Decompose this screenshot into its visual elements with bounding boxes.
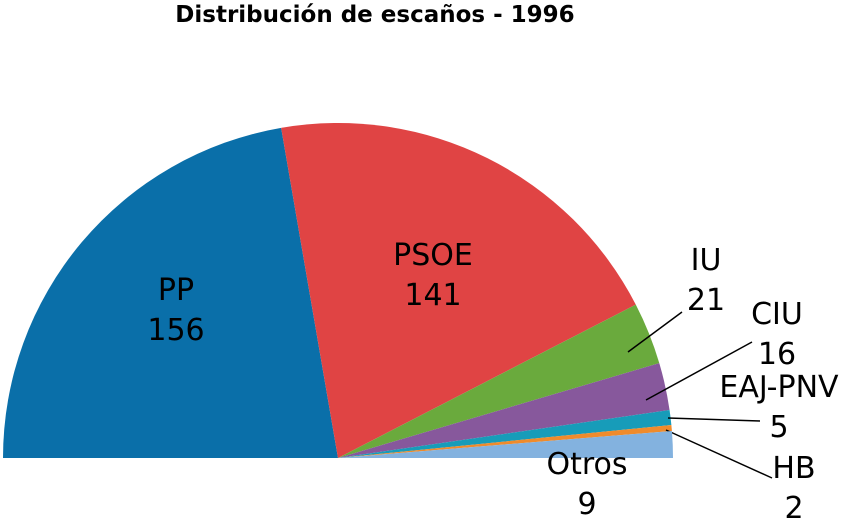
label-value-otros: 9 bbox=[577, 487, 596, 522]
label-value-psoe: 141 bbox=[404, 278, 461, 313]
label-name-iu: IU bbox=[691, 243, 722, 278]
leader-line-hb bbox=[665, 429, 773, 479]
slice-otros bbox=[338, 430, 673, 458]
label-name-ciu: CIU bbox=[751, 297, 803, 332]
slice-ciu bbox=[338, 363, 670, 458]
label-name-hb: HB bbox=[772, 451, 815, 486]
slice-psoe bbox=[281, 122, 636, 458]
chart-title: Distribución de escaños - 1996 bbox=[175, 2, 575, 28]
slice-pp bbox=[3, 127, 338, 459]
label-name-psoe: PSOE bbox=[393, 238, 473, 273]
label-value-eaj-pnv: 5 bbox=[769, 410, 788, 445]
label-name-eaj-pnv: EAJ-PNV bbox=[719, 370, 839, 405]
label-name-otros: Otros bbox=[546, 447, 627, 482]
slice-hb bbox=[338, 424, 672, 458]
label-name-pp: PP bbox=[158, 273, 194, 308]
leader-line-ciu bbox=[645, 341, 753, 401]
label-value-hb: 2 bbox=[784, 491, 803, 526]
slice-eaj-pnv bbox=[338, 410, 672, 458]
leader-line-eaj-pnv bbox=[667, 417, 761, 422]
label-value-ciu: 16 bbox=[758, 337, 796, 372]
slice-iu bbox=[338, 304, 660, 458]
label-value-pp: 156 bbox=[147, 313, 204, 348]
label-value-iu: 21 bbox=[687, 283, 725, 318]
leader-line-iu bbox=[627, 311, 683, 353]
